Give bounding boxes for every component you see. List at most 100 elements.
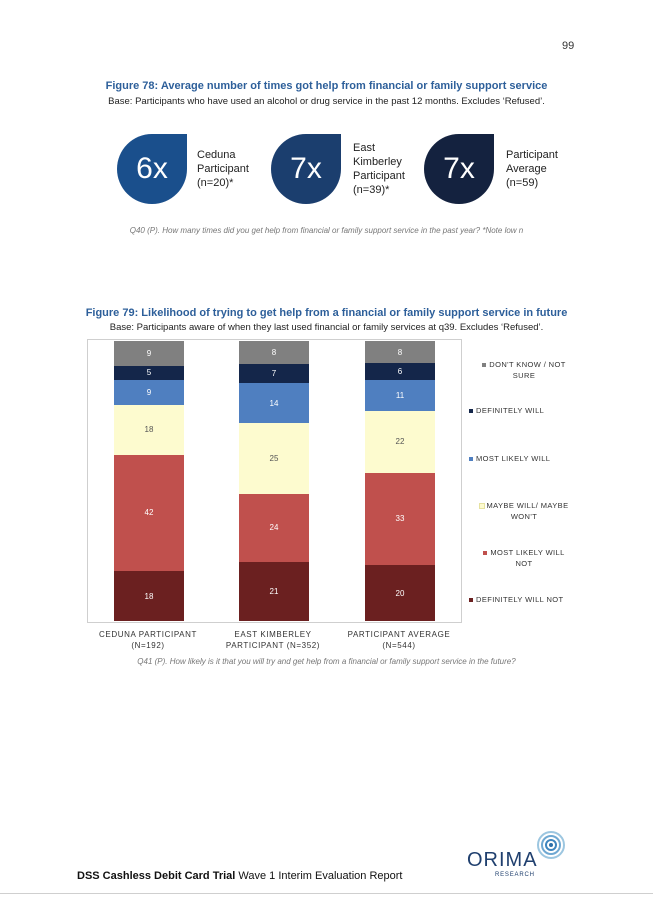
legend-text: MAYBE WILL/ MAYBE [486, 501, 569, 510]
legend-text: MOST LIKELY WILL [476, 454, 551, 463]
legend-item: DEFINITELY WILL [469, 405, 579, 416]
bar-segment: 33 [365, 472, 435, 565]
stat-badge-1: 6x [117, 134, 187, 204]
figure-79-title: Figure 79: Likelihood of trying to get h… [85, 307, 568, 319]
legend-label: WON'T [469, 511, 579, 522]
data-label: 11 [395, 391, 405, 401]
legend-label: MOST LIKELY WILL [469, 547, 579, 558]
legend-label: SURE [469, 370, 579, 381]
stat-label-1: Ceduna Participant (n=20)* [197, 148, 249, 190]
data-label: 24 [269, 523, 279, 533]
bar-segment: 9 [114, 379, 184, 405]
bar-segment: 5 [114, 365, 184, 380]
legend-label: NOT [469, 558, 579, 569]
data-label: 5 [146, 368, 152, 378]
legend-label: MAYBE WILL/ MAYBE [469, 500, 579, 511]
footer-subtitle: Wave 1 Interim Evaluation Report [235, 870, 403, 882]
footer-text: DSS Cashless Debit Card Trial Wave 1 Int… [77, 870, 402, 882]
legend-text: DON'T KNOW / NOT [489, 360, 566, 369]
stat-badge-2: 7x [271, 134, 341, 204]
bar-segment: 11 [365, 380, 435, 411]
bar-segment: 42 [114, 454, 184, 572]
bar-segment: 22 [365, 411, 435, 473]
legend-swatch [478, 503, 485, 510]
legend-label: DON'T KNOW / NOT [469, 359, 579, 370]
x-tick-label: EAST KIMBERLEY PARTICIPANT (N=352) [213, 629, 333, 651]
legend-swatch [469, 457, 473, 462]
stat-label-3: Participant Average (n=59) [506, 148, 558, 190]
legend-label: DEFINITELY WILL NOT [469, 594, 579, 605]
figure-79-base: Base: Participants aware of when they la… [109, 322, 544, 333]
legend-swatch [469, 409, 473, 414]
x-tick-label-line: PARTICIPANT (N=352) [225, 641, 321, 650]
stat-label-line: (n=20)* [197, 177, 234, 189]
legend-item: DON'T KNOW / NOT SURE [469, 359, 579, 381]
bar-segment: 25 [239, 423, 309, 494]
data-label: 20 [395, 588, 405, 598]
legend-text: SURE [512, 371, 536, 380]
legend-text: DEFINITELY WILL NOT [476, 595, 564, 604]
figure-78-base: Base: Participants who have used an alco… [108, 96, 545, 107]
data-label: 7 [271, 369, 277, 379]
footer-title: DSS Cashless Debit Card Trial [77, 870, 236, 882]
data-label: 21 [269, 586, 279, 596]
stat-badge-3: 7x [424, 134, 494, 204]
footer-divider [0, 893, 653, 894]
bar-segment: 6 [365, 363, 435, 381]
bar-segment: 8 [365, 341, 435, 364]
bar-segment: 8 [239, 340, 309, 364]
data-label: 8 [271, 347, 277, 357]
data-label: 42 [144, 508, 154, 518]
x-tick-label-line: (N=192) [131, 641, 165, 650]
x-tick-label-line: EAST KIMBERLEY [234, 630, 312, 639]
legend-label: DEFINITELY WILL [469, 405, 579, 416]
stat-label-line: East [353, 142, 376, 154]
svg-text:ORIMA: ORIMA [467, 849, 538, 871]
legend-swatch [483, 551, 488, 556]
x-tick-label: CEDUNA PARTICIPANT (N=192) [88, 629, 208, 651]
data-label: 8 [397, 347, 403, 357]
bar-segment: 18 [114, 404, 184, 455]
legend-swatch [469, 598, 473, 603]
legend-text: NOT [515, 559, 533, 568]
bar-segment: 14 [239, 383, 309, 424]
data-label: 22 [395, 437, 405, 447]
svg-text:RESEARCH: RESEARCH [495, 872, 535, 878]
data-label: 18 [144, 591, 154, 601]
bar-segment: 21 [239, 561, 309, 621]
stat-label-2: East Kimberley Participant (n=39)* [353, 141, 405, 197]
figure-78-title: Figure 78: Average number of times got h… [105, 80, 548, 92]
legend-item: DEFINITELY WILL NOT [469, 594, 579, 605]
stat-label-line: Participant [353, 170, 405, 182]
legend-text: DEFINITELY WILL [476, 406, 545, 415]
bar-segment: 24 [239, 493, 309, 562]
data-label: 6 [397, 367, 403, 377]
data-label: 33 [395, 514, 405, 524]
legend-label: MOST LIKELY WILL [469, 453, 579, 464]
stat-label-line: Kimberley [353, 156, 402, 168]
bar-segment: 18 [114, 571, 184, 621]
data-label: 9 [146, 348, 152, 358]
page-number: 99 [562, 40, 575, 52]
orima-logo-rings-icon [537, 831, 565, 859]
stat-label-line: (n=39)* [353, 184, 390, 196]
legend-item: MAYBE WILL/ MAYBE WON'T [469, 500, 579, 522]
figure-79-chart: 18 42 18 9 5 9 21 24 25 14 7 8 20 33 22 11 6 8 [87, 339, 462, 623]
orima-logo: ORIMA RESEARCH [467, 831, 565, 878]
stat-label-line: Ceduna [197, 149, 236, 161]
stat-label-line: (n=59) [506, 177, 539, 189]
legend-item: MOST LIKELY WILL [469, 453, 579, 464]
x-tick-label-line: (N=544) [382, 641, 416, 650]
legend-swatch [482, 363, 487, 368]
stat-label-line: Participant [197, 163, 249, 175]
bar-segment: 9 [114, 341, 184, 366]
figure-78-note: Q40 (P). How many times did you get help… [129, 226, 524, 235]
data-label: 14 [269, 398, 279, 408]
x-tick-label: PARTICIPANT AVERAGE (N=544) [339, 629, 459, 651]
bar-segment: 20 [365, 565, 435, 621]
data-label: 25 [269, 453, 279, 463]
stat-label-line: Participant [506, 149, 558, 161]
data-label: 18 [144, 425, 154, 435]
figure-79-note: Q41 (P). How likely is it that you will … [137, 657, 516, 666]
data-label: 9 [146, 387, 152, 397]
